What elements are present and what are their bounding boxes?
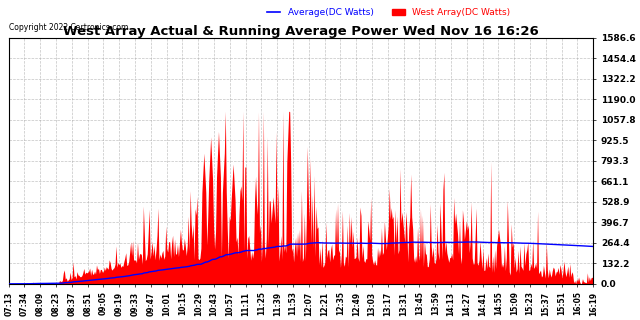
Title: West Array Actual & Running Average Power Wed Nov 16 16:26: West Array Actual & Running Average Powe… — [63, 25, 539, 38]
Text: Copyright 2022 Cartronics.com: Copyright 2022 Cartronics.com — [9, 23, 128, 32]
Legend: Average(DC Watts), West Array(DC Watts): Average(DC Watts), West Array(DC Watts) — [263, 4, 514, 20]
